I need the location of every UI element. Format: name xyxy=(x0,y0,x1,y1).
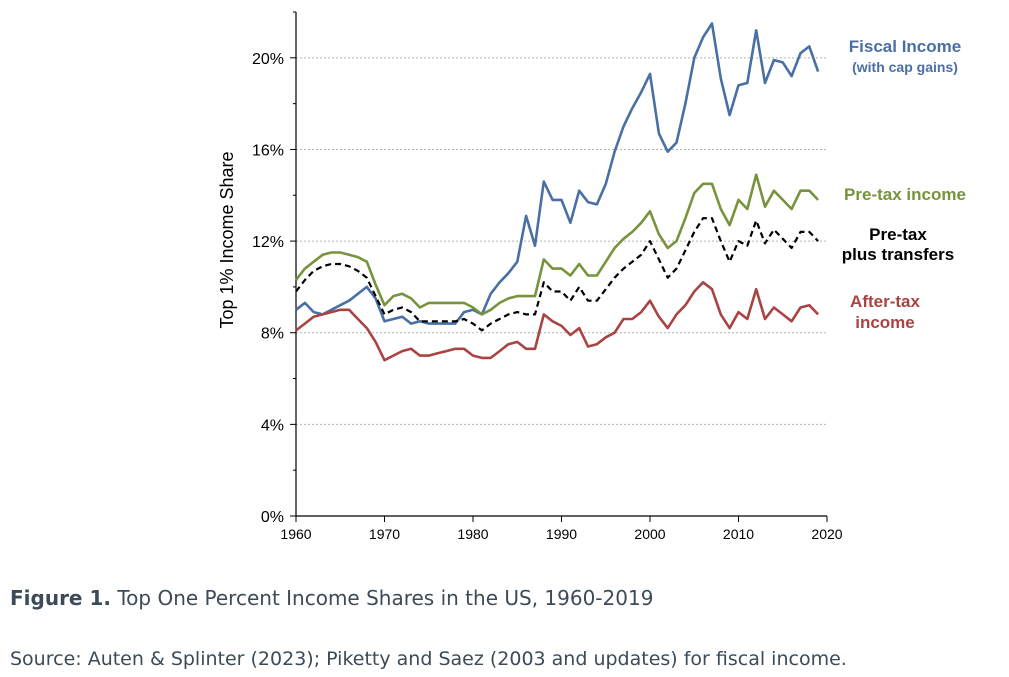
y-axis-label: Top 1% Income Share xyxy=(217,151,237,328)
line-chart: 0% 4% 8% 12% 16% 20% 1960 1970 1980 1990 2000 2010 2… xyxy=(217,11,966,542)
x-tick-label: 2010 xyxy=(723,526,754,542)
y-tick-label: 8% xyxy=(261,326,284,343)
x-tick-label: 1960 xyxy=(280,526,311,542)
y-tick-label: 12% xyxy=(252,234,284,251)
series-line-2 xyxy=(295,217,819,332)
series-label-line2-2: plus transfers xyxy=(842,245,954,264)
series-label-line2-0: (with cap gains) xyxy=(852,59,958,75)
series-lines xyxy=(294,22,820,362)
series-line-0 xyxy=(295,22,820,325)
figure-caption-text: Top One Percent Income Shares in the US,… xyxy=(117,586,654,610)
y-tick-label: 16% xyxy=(252,142,284,159)
x-tick-label: 1990 xyxy=(546,526,577,542)
y-tick-label: 0% xyxy=(261,509,284,526)
figure-label: Figure 1. xyxy=(10,586,111,610)
series-labels: Fiscal Income (with cap gains) Pre-tax inc… xyxy=(842,37,966,332)
axes xyxy=(290,11,828,522)
series-label-1: Pre-tax income xyxy=(844,185,966,204)
series-label-2: Pre-tax xyxy=(869,225,927,244)
figure-source: Source: Auten & Splinter (2023); Piketty… xyxy=(10,648,847,670)
tick-labels: 0% 4% 8% 12% 16% 20% 1960 1970 1980 1990 2000 2010 2… xyxy=(252,51,843,542)
y-tick-label: 4% xyxy=(261,417,284,434)
series-line-3 xyxy=(295,280,820,362)
figure-caption: Figure 1. Top One Percent Income Shares … xyxy=(10,586,1000,610)
x-tick-label: 2020 xyxy=(811,526,842,542)
series-line-1 xyxy=(294,173,820,316)
series-label-line2-3: income xyxy=(855,313,915,332)
x-tick-label: 2000 xyxy=(634,526,665,542)
x-tick-label: 1980 xyxy=(457,526,488,542)
series-label-0: Fiscal Income xyxy=(849,37,961,56)
x-tick-label: 1970 xyxy=(369,526,400,542)
series-label-3: After-tax xyxy=(850,292,920,311)
gridlines xyxy=(296,57,827,425)
y-tick-label: 20% xyxy=(252,51,284,68)
